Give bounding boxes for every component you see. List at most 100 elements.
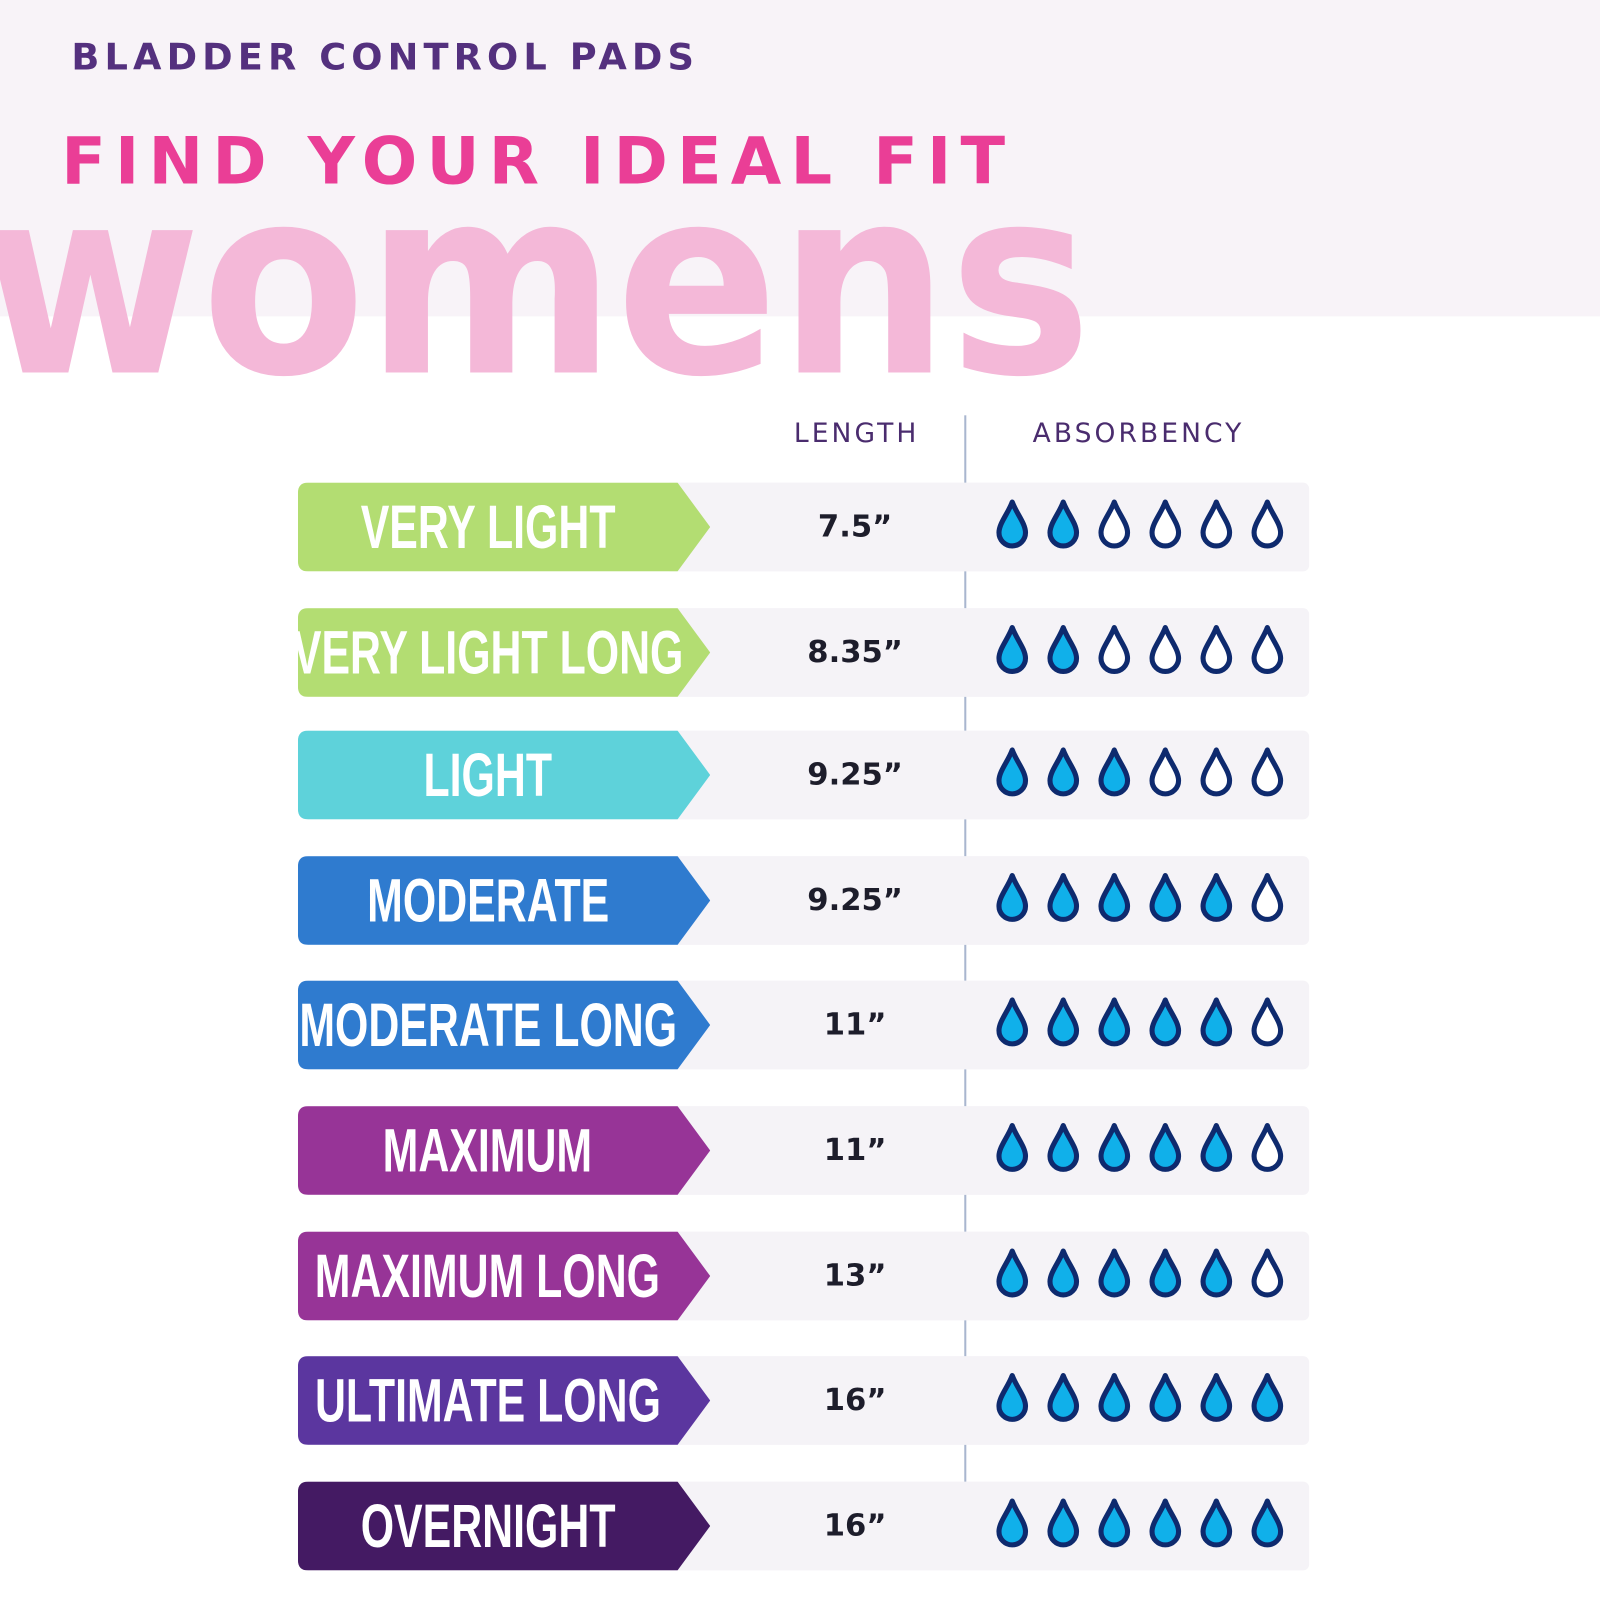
filled-drop-icon [1149,1498,1182,1548]
filled-drop-icon [1098,1248,1131,1298]
absorbency-level-label: VERY LIGHT LONG [292,608,711,697]
table-row: VERY LIGHT 7.5” [297,482,1310,572]
filled-drop-icon [1149,997,1182,1047]
table-row: MAXIMUM LONG 13” [297,1231,1310,1321]
filled-drop-icon [1098,1498,1131,1548]
empty-drop-icon [1251,747,1284,797]
filled-drop-icon [1200,1372,1233,1422]
page-title: FIND YOUR IDEAL FIT [61,124,1015,200]
empty-drop-icon [1149,747,1182,797]
absorbency-level-label: MAXIMUM LONG [297,1231,711,1321]
empty-drop-icon [1200,624,1233,674]
filled-drop-icon [1098,997,1131,1047]
filled-drop-icon [1098,872,1131,922]
filled-drop-icon [1047,1122,1080,1172]
arrow-tag-shape [297,980,711,1070]
level-name: MAXIMUM [382,1116,593,1185]
absorbency-drops [995,499,1285,550]
filled-drop-icon [1200,1498,1233,1548]
filled-drop-icon [996,1122,1029,1172]
header-band [0,0,1600,317]
filled-drop-icon [1098,1372,1131,1422]
filled-drop-icon [1047,499,1080,549]
filled-drop-icon [1047,624,1080,674]
empty-drop-icon [1149,499,1182,549]
table-row: ULTIMATE LONG 16” [297,1356,1310,1445]
filled-drop-icon [1149,872,1182,922]
absorbency-drops [995,1122,1285,1173]
watermark-text: womens [0,184,1092,398]
table-row: LIGHT 9.25” [297,730,1310,820]
absorbency-level-label: VERY LIGHT [297,482,711,572]
filled-drop-icon [1200,997,1233,1047]
absorbency-level-label: MODERATE [297,856,711,945]
filled-drop-icon [1149,1122,1182,1172]
empty-drop-icon [1200,747,1233,797]
absorbency-drops [995,1372,1285,1423]
length-value: 11” [823,1132,887,1169]
filled-drop-icon [1200,1122,1233,1172]
length-value: 13” [823,1258,887,1294]
table-row: MODERATE 9.25” [297,856,1310,945]
absorbency-level-label: ULTIMATE LONG [297,1356,711,1445]
filled-drop-icon [996,747,1029,797]
filled-drop-icon [1047,1498,1080,1548]
arrow-tag-shape [297,482,711,572]
empty-drop-icon [1251,872,1284,922]
filled-drop-icon [1251,1372,1284,1422]
empty-drop-icon [1149,624,1182,674]
filled-drop-icon [996,1498,1029,1548]
absorbency-drops [995,747,1285,798]
filled-drop-icon [1098,1122,1131,1172]
absorbency-level-label: OVERNIGHT [297,1481,711,1571]
empty-drop-icon [1098,624,1131,674]
length-value: 11” [823,1007,887,1043]
absorbency-level-label: LIGHT [297,730,711,820]
filled-drop-icon [1251,1498,1284,1548]
arrow-tag-shape [297,1356,711,1445]
absorbency-drops [995,872,1285,923]
filled-drop-icon [996,872,1029,922]
empty-drop-icon [1251,1122,1284,1172]
absorbency-level-label: MAXIMUM [297,1106,711,1195]
arrow-tag-shape [297,1106,711,1195]
length-value: 16” [823,1508,887,1544]
filled-drop-icon [1047,1248,1080,1298]
empty-drop-icon [1251,624,1284,674]
table-row: MAXIMUM 11” [297,1106,1310,1195]
level-name: LIGHT [423,740,553,810]
arrow-tag-shape [297,1481,711,1571]
absorbency-level-label: MODERATE LONG [297,980,711,1070]
level-name: MODERATE LONG [298,990,677,1060]
filled-drop-icon [1047,747,1080,797]
length-value: 9.25” [807,757,903,793]
column-header-length: LENGTH [793,418,920,449]
level-name: VERY LIGHT [360,492,616,562]
absorbency-drops [995,997,1285,1048]
filled-drop-icon [996,997,1029,1047]
arrow-tag-shape [297,608,711,697]
empty-drop-icon [1251,499,1284,549]
absorbency-drops [995,1498,1285,1549]
length-value: 7.5” [817,509,893,545]
length-value: 8.35” [807,634,903,671]
filled-drop-icon [996,1248,1029,1298]
level-name: VERY LIGHT LONG [292,618,684,687]
arrow-tag-shape [297,730,711,820]
filled-drop-icon [1047,997,1080,1047]
filled-drop-icon [1200,1248,1233,1298]
womens-watermark: womens [0,184,1092,398]
eyebrow-heading: BLADDER CONTROL PADS [71,36,700,79]
filled-drop-icon [1149,1372,1182,1422]
arrow-tag-shape [297,1231,711,1321]
absorbency-drops [995,624,1285,675]
level-name: ULTIMATE LONG [314,1366,661,1435]
filled-drop-icon [1047,1372,1080,1422]
filled-drop-icon [996,1372,1029,1422]
filled-drop-icon [1200,872,1233,922]
table-row: MODERATE LONG 11” [297,980,1310,1070]
empty-drop-icon [1098,499,1131,549]
length-value: 9.25” [807,882,903,919]
level-name: MAXIMUM LONG [315,1241,661,1311]
